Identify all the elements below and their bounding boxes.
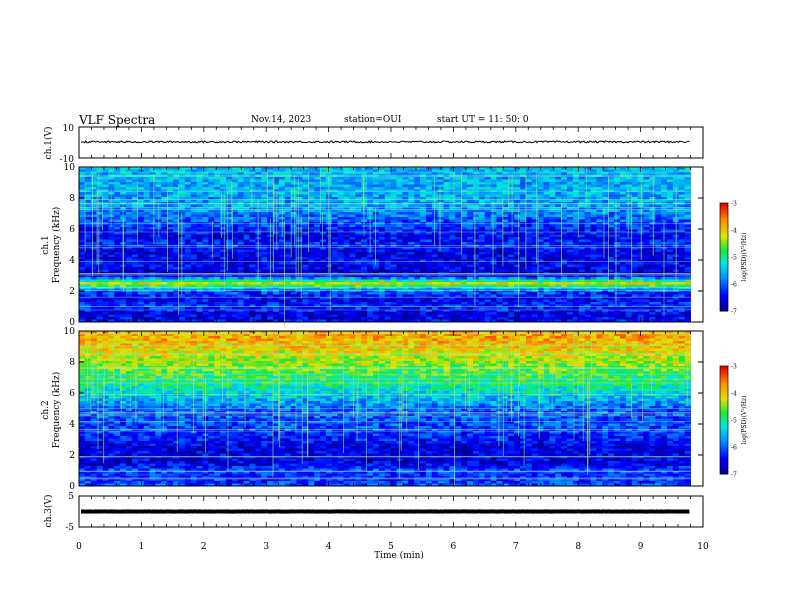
- xtick-2: 2: [201, 542, 207, 552]
- ch2-cbar-label: log(PSD)(V²/Hz): [741, 396, 748, 445]
- xtick-10: 10: [697, 542, 709, 552]
- ch1-cbar-tick--6: -6: [731, 282, 737, 289]
- ch2-spec-ytick-2: 2: [69, 451, 75, 461]
- xaxis-label: Time (min): [374, 550, 424, 561]
- ch1-cbar-label: log(PSD)(V²/Hz): [741, 233, 748, 282]
- panel-frame-s1: [78, 166, 704, 323]
- start-time-label: start UT = 11: 50: 0: [437, 115, 529, 125]
- panel-frame-w1: [78, 126, 704, 159]
- ch1-ytick-top: 10: [63, 124, 75, 134]
- date-label: Nov.14, 2023: [251, 115, 312, 125]
- xtick-1: 1: [139, 542, 145, 552]
- ch2-cbar-tick--3: -3: [731, 364, 737, 371]
- ch2-spectrogram-panel: ch.2 Frequency (kHz) 0 2 4 6 8 10: [41, 327, 703, 492]
- ch1-cbar-tick--4: -4: [731, 228, 737, 235]
- xtick-0: 0: [76, 542, 82, 552]
- xtick-7: 7: [513, 542, 519, 552]
- xtick-8: 8: [575, 542, 581, 552]
- ch1-cbar-tick--3: -3: [731, 201, 737, 208]
- ch2-spectrogram-image: [79, 331, 703, 489]
- ch1-ytick-bottom: -10: [60, 155, 75, 165]
- xtick-5: 5: [388, 542, 394, 552]
- ch3-waveform-panel: 5 -5 ch.3(V): [43, 492, 690, 533]
- ch1-spectrogram-panel: ch.1 Frequency (kHz) 0 2 4 6 8 10: [41, 163, 703, 328]
- xtick-9: 9: [638, 542, 644, 552]
- ch2-cbar-tick--7: -7: [731, 472, 737, 479]
- xtick-3: 3: [263, 542, 269, 552]
- xtick-6: 6: [451, 542, 457, 552]
- ch2-spec-ytick-0: 0: [69, 482, 75, 492]
- ch1-channel-label: ch.1: [41, 235, 51, 254]
- ch1-spec-ytick-8: 8: [69, 194, 75, 204]
- ch2-spec-ytick-4: 4: [69, 420, 75, 430]
- ch1-spec-ytick-4: 4: [69, 256, 75, 266]
- ch3-ytick-top: 5: [68, 492, 74, 502]
- ch2-spec-ytick-10: 10: [64, 327, 76, 337]
- time-axis: 0 1 2 3 4 5 6 7 8 9 10: [76, 542, 709, 552]
- ch3-ytick-bottom: -5: [65, 523, 74, 533]
- ch3-ylabel: ch.3(V): [43, 495, 54, 528]
- xtick-4: 4: [326, 542, 332, 552]
- ch1-spectrogram-image: [78, 167, 703, 328]
- ch1-cbar-tick--5: -5: [731, 255, 737, 262]
- ch1-waveform-panel: 10 -10 ch.1(V): [43, 124, 690, 165]
- ch1-spec-ytick-0: 0: [69, 318, 75, 328]
- ch1-spec-ytick-10: 10: [64, 163, 76, 173]
- station-label: station=OUI: [344, 115, 402, 125]
- ch2-channel-label: ch.2: [41, 400, 51, 419]
- ch1-waveform-trace: [80, 140, 690, 144]
- ch1-spec-ytick-2: 2: [69, 287, 75, 297]
- ch2-spec-ytick-6: 6: [69, 389, 75, 399]
- panel-frame-w3: [78, 495, 704, 528]
- ch2-spec-ytick-8: 8: [69, 358, 75, 368]
- chart-title: VLF Spectra: [79, 113, 156, 127]
- ch1-cbar-tick--7: -7: [731, 309, 737, 316]
- ch1-spec-ytick-6: 6: [69, 225, 75, 235]
- ch2-colorbar: -3 -4 -5 -6 -7 log(PSD)(V²/Hz): [719, 364, 748, 479]
- ch1-colorbar: -3 -4 -5 -6 -7 log(PSD)(V²/Hz): [719, 201, 748, 316]
- ch1-ylabel: ch.1(V): [43, 127, 54, 160]
- ch2-cbar-tick--5: -5: [731, 418, 737, 425]
- ch2-ylabel: Frequency (kHz): [51, 372, 62, 449]
- panel-frame-s2: [78, 330, 704, 487]
- ch2-cbar-tick--4: -4: [731, 391, 737, 398]
- ch2-cbar-tick--6: -6: [731, 445, 737, 452]
- ch1-ylabel: Frequency (kHz): [51, 207, 62, 284]
